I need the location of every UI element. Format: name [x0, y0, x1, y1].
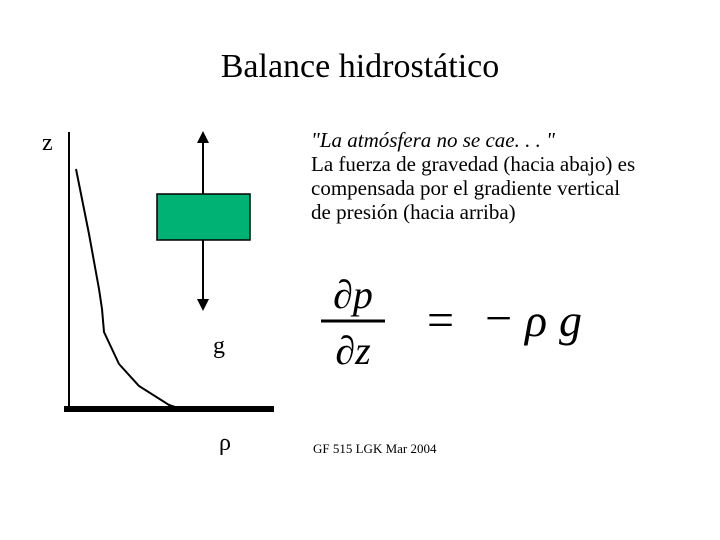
eq-minus: −	[485, 292, 512, 345]
hydrostatic-equation: ∂p ∂z = − ρ g	[315, 268, 615, 374]
footer-text: GF 515 LGK Mar 2004	[313, 441, 437, 457]
description-line3: compensada por el gradiente vertical	[311, 176, 620, 200]
arrow-up-head	[197, 131, 209, 143]
page-title: Balance hidrostático	[0, 48, 720, 86]
description-quote: "La atmósfera no se cae. . . "	[311, 128, 555, 152]
description-block: "La atmósfera no se cae. . . " La fuerza…	[311, 128, 635, 225]
eq-dz: ∂z	[335, 328, 371, 373]
axis-label-rho: ρ	[219, 430, 231, 457]
arrow-down-head	[197, 299, 209, 311]
eq-rho: ρ	[523, 295, 547, 346]
axis-label-z: z	[42, 130, 53, 157]
description-line2: La fuerza de gravedad (hacia abajo) es	[311, 152, 635, 176]
air-parcel-rect	[157, 194, 250, 240]
hydrostatic-diagram	[64, 129, 274, 429]
eq-dp: ∂p	[333, 272, 373, 317]
description-line4: de presión (hacia arriba)	[311, 200, 516, 224]
eq-g: g	[559, 295, 582, 346]
eq-equals: =	[427, 294, 454, 347]
